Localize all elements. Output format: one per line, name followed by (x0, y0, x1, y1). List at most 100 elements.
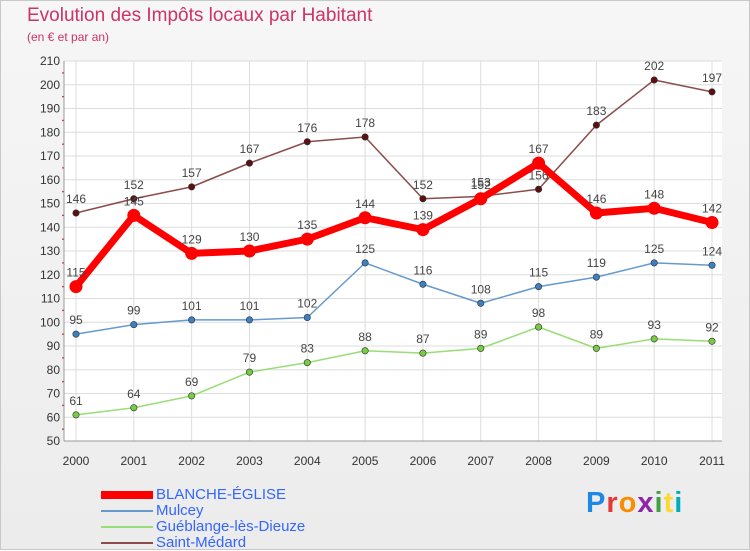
data-point (303, 359, 311, 367)
x-tick-label: 2000 (63, 454, 90, 468)
data-point (647, 201, 661, 215)
data-label: 197 (702, 71, 722, 85)
data-label: 79 (243, 351, 257, 365)
x-tick-label: 2001 (120, 454, 147, 468)
y-tick-label: 190 (40, 102, 60, 116)
x-tick-label: 2007 (467, 454, 494, 468)
legend-label: Guéblange-lès-Dieuze (156, 518, 306, 535)
logo-letter: o (618, 487, 638, 519)
data-point (72, 209, 80, 217)
data-label: 92 (705, 320, 719, 334)
data-point (535, 185, 543, 193)
data-label: 142 (702, 202, 722, 216)
y-minor-tick (62, 119, 64, 122)
y-tick-label: 170 (40, 149, 60, 163)
data-point (535, 323, 543, 331)
legend-swatch (101, 510, 153, 512)
logo-letter: i (654, 487, 664, 519)
y-tick-label: 130 (40, 244, 60, 258)
data-point (185, 246, 199, 260)
data-label: 89 (590, 327, 604, 341)
data-label: 61 (69, 394, 83, 408)
data-point (72, 411, 80, 419)
data-label: 108 (471, 282, 491, 296)
data-label: 125 (644, 242, 664, 256)
data-label: 115 (529, 266, 548, 280)
y-tick-label: 140 (40, 220, 60, 234)
y-minor-tick (62, 143, 64, 145)
x-tick-label: 2008 (525, 454, 552, 468)
data-point (477, 299, 485, 307)
data-point (245, 368, 253, 376)
y-minor-tick (62, 333, 64, 335)
data-label: 125 (355, 242, 375, 256)
x-tick-label: 2002 (178, 454, 205, 468)
data-label: 152 (124, 178, 144, 192)
legend-label: Saint-Médard (156, 534, 247, 551)
data-label: 83 (301, 342, 315, 356)
y-minor-tick (62, 285, 64, 288)
legend-label: BLANCHE-ÉGLISE (156, 486, 287, 503)
logo-letter: t (663, 487, 675, 519)
data-point (705, 216, 719, 229)
y-minor-tick (62, 95, 64, 98)
y-minor-tick (62, 262, 64, 264)
y-tick-label: 150 (40, 197, 60, 211)
data-label: 69 (185, 375, 199, 389)
data-label: 145 (124, 194, 144, 208)
data-label: 115 (66, 266, 85, 280)
line-chart: 50 60 70 80 90 100 110 120 130 140 150 160 170 180 190… (40, 54, 725, 468)
y-tick-label: 180 (40, 125, 60, 139)
series-line-2 (75, 326, 713, 416)
data-label: 178 (355, 116, 375, 130)
data-label: 101 (239, 299, 259, 313)
legend-label: Mulcey (156, 502, 204, 519)
data-label: 167 (529, 142, 549, 156)
data-point (419, 280, 427, 288)
y-minor-tick (62, 404, 64, 407)
data-point (188, 392, 196, 400)
data-label: 135 (297, 218, 317, 232)
data-point (303, 138, 311, 146)
data-point (416, 223, 430, 237)
data-label: 129 (182, 232, 202, 246)
data-label: 87 (416, 332, 430, 346)
data-label: 183 (586, 104, 606, 118)
data-label: 95 (69, 313, 83, 327)
data-point (708, 88, 716, 96)
data-point (708, 337, 716, 345)
data-point (361, 347, 369, 355)
legend-swatch (101, 526, 153, 528)
data-label: 144 (355, 197, 375, 211)
data-label: 119 (587, 256, 606, 270)
proxiti-logo: Proxiti (586, 487, 683, 520)
data-point (592, 121, 600, 129)
data-label: 98 (532, 306, 546, 320)
data-point (419, 195, 427, 203)
x-tick-label: 2010 (641, 454, 668, 468)
data-point (245, 159, 253, 167)
data-point (419, 349, 427, 357)
data-point (650, 259, 658, 267)
data-point (650, 76, 658, 84)
series-line-1 (75, 262, 713, 335)
y-minor-tick (62, 309, 64, 312)
data-point (242, 244, 256, 258)
chart-subtitle: (en € et par an) (27, 30, 110, 44)
x-tick-label: 2005 (352, 454, 379, 468)
data-point (300, 232, 314, 246)
data-point (474, 192, 488, 206)
y-tick-label: 50 (47, 434, 61, 448)
data-point (592, 273, 600, 281)
y-tick-label: 110 (41, 292, 60, 306)
data-point (358, 211, 372, 225)
legend-swatch (101, 542, 153, 544)
x-tick-label: 2004 (294, 454, 321, 468)
y-minor-tick (62, 214, 64, 217)
legend-swatch (101, 491, 153, 499)
data-point (72, 330, 80, 338)
data-point (361, 259, 369, 267)
data-point (69, 280, 83, 294)
data-point (130, 404, 138, 412)
